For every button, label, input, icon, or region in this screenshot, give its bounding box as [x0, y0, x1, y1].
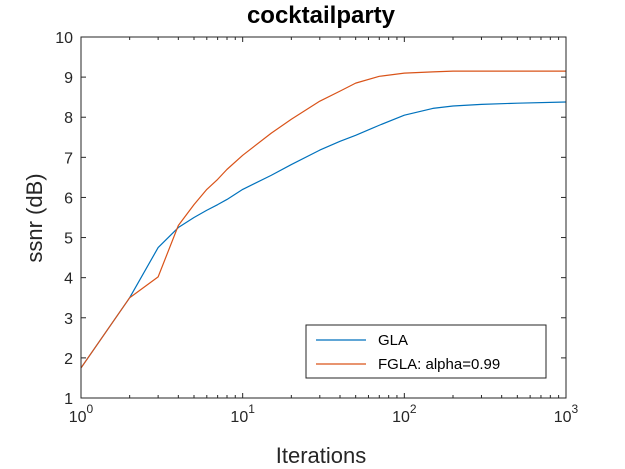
x-axis-label: Iterations [276, 443, 367, 468]
plot-frame [80, 36, 567, 399]
y-tick-label: 9 [64, 70, 73, 87]
x-tick-exponent: 3 [572, 402, 579, 416]
x-tick-label: 100 [69, 402, 94, 426]
legend-label: FGLA: alpha=0.99 [378, 356, 500, 373]
x-tick-exponent: 1 [248, 402, 255, 416]
series-line-2 [80, 70, 566, 369]
x-tick-base: 10 [392, 409, 410, 426]
y-tick-label: 3 [64, 311, 73, 328]
x-tick-label: 103 [554, 402, 579, 426]
y-tick-label: 5 [64, 231, 73, 248]
chart-title: cocktailparty [247, 2, 396, 29]
y-axis-label: ssnr (dB) [22, 173, 47, 262]
series-lines [80, 70, 567, 369]
y-tick-label: 7 [64, 150, 73, 167]
y-tick-label: 4 [64, 271, 73, 288]
x-tick-base: 10 [554, 409, 572, 426]
y-tick-label: 6 [64, 190, 73, 207]
legend-label: GLA [378, 332, 408, 349]
x-tick-label: 101 [230, 402, 255, 426]
legend: GLA FGLA: alpha=0.99 [305, 324, 547, 379]
legend-box [305, 324, 547, 379]
x-tick-base: 10 [230, 409, 248, 426]
series-line-1 [80, 101, 567, 369]
x-tick-base: 10 [69, 409, 87, 426]
x-tick-exponent: 0 [87, 402, 94, 416]
x-tick-exponent: 2 [410, 402, 417, 416]
x-tick-label: 102 [392, 402, 417, 426]
y-tick-label: 1 [64, 391, 73, 408]
y-tick-label: 2 [64, 351, 73, 368]
y-tick-label: 8 [64, 110, 73, 127]
y-tick-label: 10 [55, 30, 73, 47]
